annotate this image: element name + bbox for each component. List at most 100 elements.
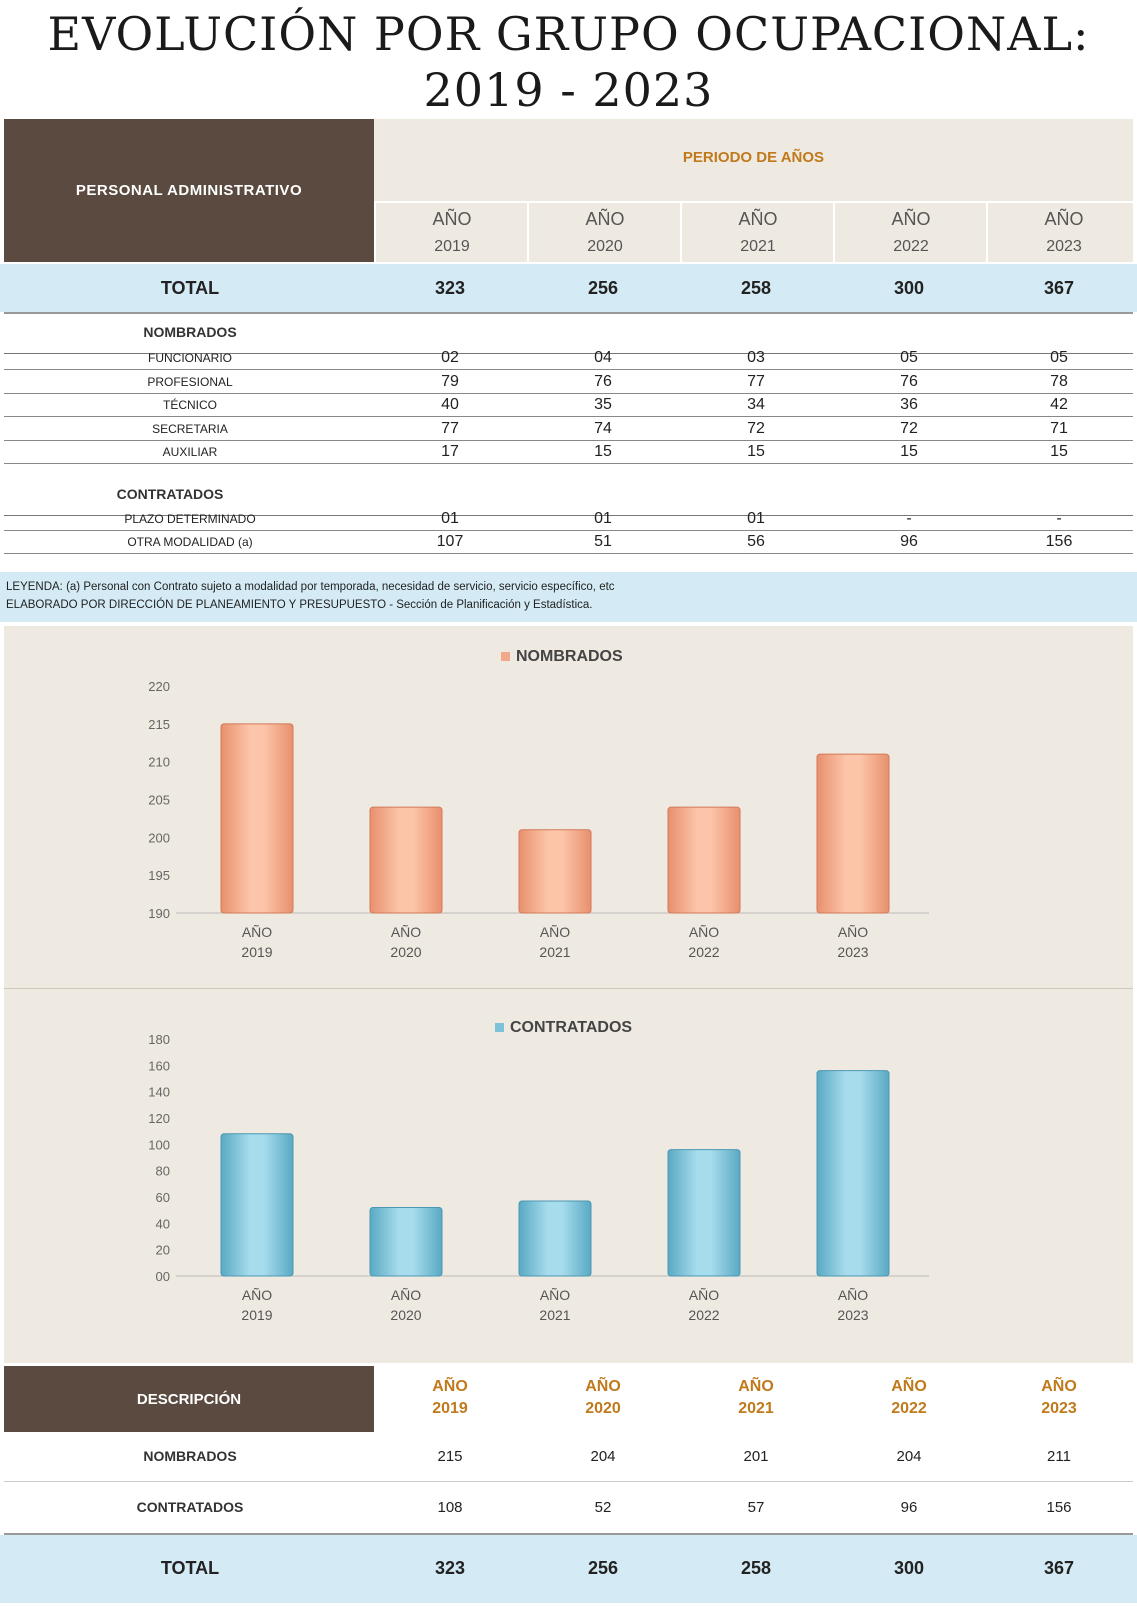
x-tick-label: AÑO [540,924,570,940]
x-tick-label: 2022 [688,1307,719,1323]
table-cell: 36 [900,396,918,413]
x-tick-label: 2019 [241,944,272,960]
table-row: OTRA MODALIDAD (a) 107 51 56 96 156 [0,531,1137,553]
table-row: AUXILIAR 17 15 15 15 15 [0,441,1137,463]
year-word: AÑO [891,1378,927,1395]
total-value: 256 [587,278,619,298]
nombrados-section-label: NOMBRADOS [143,324,237,340]
row-label: FUNCIONARIO [148,351,232,365]
table-cell: 35 [594,396,612,413]
table-cell: 01 [594,510,612,527]
chart-bar [816,1070,890,1277]
table-cell: 05 [1050,349,1068,366]
summary-cell: 204 [590,1447,616,1465]
header-periodo-block: PERIODO DE AÑOS AÑO 2019 AÑO 2020 AÑO 20… [374,119,1137,262]
table-row: SECRETARIA 77 74 72 72 71 [0,418,1137,440]
legend-swatch [495,1023,504,1032]
year-word: AÑO [738,1378,774,1395]
summary-cell: 108 [437,1498,463,1516]
row-label: SECRETARIA [152,421,228,436]
summary-cell: 215 [437,1447,463,1465]
chart-title: CONTRATADOS [510,1019,632,1036]
table-cell: - [906,510,912,527]
table-cell: 01 [747,510,765,527]
x-tick-label: AÑO [838,1287,868,1303]
year-word: AÑO [738,209,778,229]
year-header-2020: AÑO 2020 [527,201,681,262]
legend-note: LEYENDA: (a) Personal con Contrato sujet… [0,572,1137,622]
row-label: TÉCNICO [163,398,217,412]
summary-row-label: NOMBRADOS [143,1448,237,1464]
y-tick-label: 100 [148,1137,170,1152]
table-cell: 76 [900,372,918,390]
row-label: OTRA MODALIDAD (a) [127,535,253,549]
total-value: 367 [1043,278,1075,298]
table-cell: 42 [1050,396,1068,413]
chart-bar [369,806,443,914]
year-word: AÑO [585,209,625,229]
table-cell: 96 [900,533,918,550]
y-tick-label: 190 [148,906,170,921]
header-personal-administrativo: PERSONAL ADMINISTRATIVO [4,119,374,262]
year-value: 2023 [1041,1400,1077,1417]
y-tick-label: 200 [148,830,170,845]
year-word: AÑO [432,209,472,229]
y-tick-label: 210 [148,755,170,770]
chart-nombrados-panel: NOMBRADOS 190 195 200 205 210 215 220 AÑO 2019 AÑO… [4,626,1133,988]
table-cell: 04 [594,349,612,366]
chart-bar [667,806,741,914]
year-value: 2021 [738,1400,774,1417]
table-row: FUNCIONARIO 02 04 03 05 05 [0,347,1137,369]
table-cell: 107 [436,533,464,550]
table-cell: 77 [441,419,459,437]
x-tick-label: 2021 [539,1307,570,1323]
table-cell: 01 [441,510,459,527]
row-label: PLAZO DETERMINADO [124,512,256,526]
title-line-1: EVOLUCIÓN POR GRUPO OCUPACIONAL: [47,7,1090,61]
summary-cell: 96 [900,1498,918,1516]
x-tick-label: 2022 [688,944,719,960]
summary-cell: 201 [743,1447,769,1465]
x-tick-label: AÑO [242,924,272,940]
summary-year-2022: AÑO 2022 [839,1376,979,1420]
summary-header-years: AÑO 2019 AÑO 2020 AÑO 2021 AÑO 2022 AÑO 2023 [374,1366,1133,1432]
year-value: 2019 [432,1400,468,1417]
table-cell: 56 [747,533,765,550]
row-label: AUXILIAR [162,445,218,459]
table-cell: 74 [594,419,612,437]
table-cell: 15 [900,443,918,460]
year-header-2019: AÑO 2019 [374,201,528,262]
y-tick-label: 195 [148,868,170,883]
chart-bar [667,1149,741,1277]
table-cell: 15 [1050,443,1068,460]
table-cell: 77 [747,372,765,390]
year-value: 2020 [587,238,623,255]
periodo-label: PERIODO DE AÑOS [682,149,825,166]
summary-total-value: 258 [740,1558,772,1578]
summary-header-descripcion: DESCRIPCIÓN [4,1366,374,1432]
summary-cell: 204 [896,1447,922,1465]
chart-bar [518,1200,592,1277]
year-word: AÑO [432,1378,468,1395]
summary-row-nombrados: NOMBRADOS 215 204 201 204 211 [0,1445,1137,1467]
summary-total-row: TOTAL 323 256 258 300 367 [0,1535,1137,1603]
total-label: TOTAL [160,278,220,298]
summary-cell: 211 [1047,1447,1071,1465]
x-tick-label: 2021 [539,944,570,960]
summary-cell: 57 [747,1498,765,1516]
x-tick-label: 2020 [390,1307,421,1323]
y-tick-label: 215 [148,717,170,732]
total-value: 300 [893,278,925,298]
x-tick-label: 2019 [241,1307,272,1323]
summary-total-value: 323 [434,1558,466,1578]
chart-bar [518,829,592,914]
year-word: AÑO [1041,1378,1077,1395]
year-word: AÑO [1044,209,1084,229]
table-cell: 03 [747,349,765,366]
legend-line-1: LEYENDA: (a) Personal con Contrato sujet… [6,581,615,593]
summary-year-2023: AÑO 2023 [989,1376,1129,1420]
year-value: 2021 [740,238,776,255]
table-row: TÉCNICO 40 35 34 36 42 [0,394,1137,416]
summary-row-contratados: CONTRATADOS 108 52 57 96 156 [0,1496,1137,1518]
x-tick-label: 2023 [837,944,868,960]
